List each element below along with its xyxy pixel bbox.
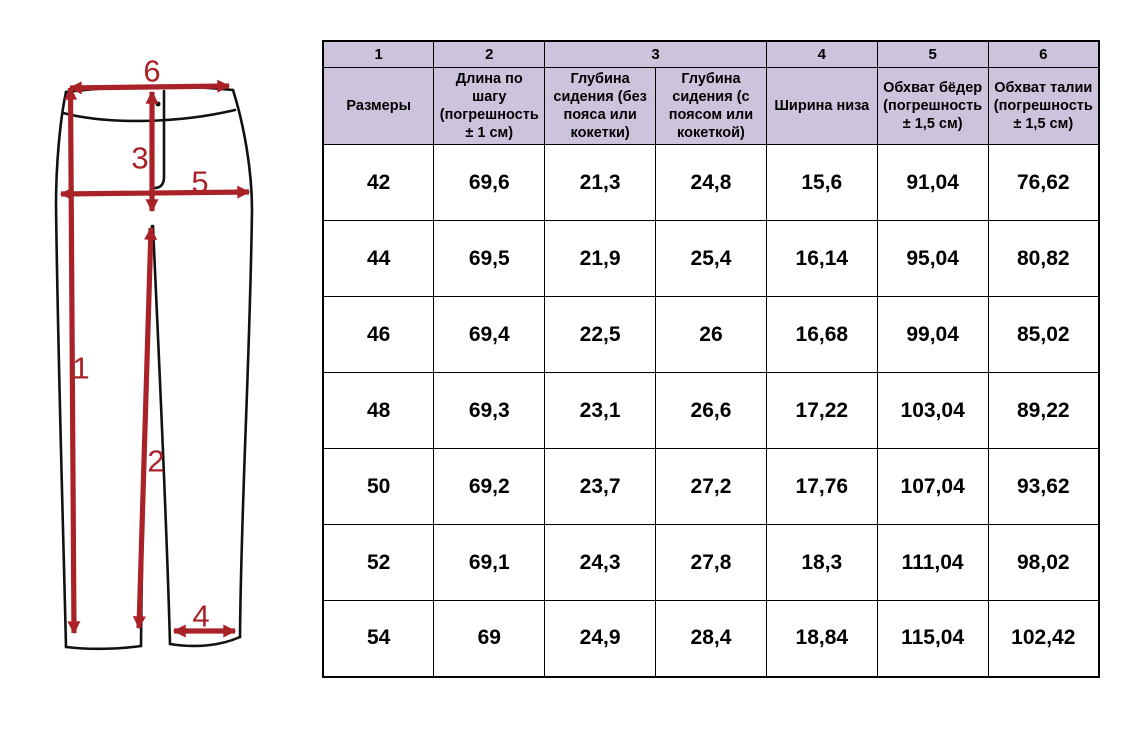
col-number-1: 1 — [322, 40, 435, 68]
measurement-cell: 102,42 — [987, 600, 1100, 677]
table-row: 46 69,4 22,5 26 16,68 99,04 85,02 — [322, 296, 1100, 373]
size-cell: 44 — [322, 220, 435, 297]
table-row: 52 69,1 24,3 27,8 18,3 111,04 98,02 — [322, 524, 1100, 601]
col-number-4: 4 — [765, 40, 878, 68]
table-row: 48 69,3 23,1 26,6 17,22 103,04 89,22 — [322, 372, 1100, 449]
measurement-cell: 16,68 — [765, 296, 878, 373]
measurement-cell: 98,02 — [987, 524, 1100, 601]
measure-arrow-5 — [59, 185, 251, 201]
size-table: 1 2 3 4 5 6 Размеры Длина по шагу (погре… — [322, 40, 1100, 678]
measurement-cell: 23,7 — [544, 448, 657, 525]
measurement-cell: 24,8 — [655, 144, 767, 221]
measure-arrow-2 — [132, 226, 158, 630]
col-number-6: 6 — [987, 40, 1100, 68]
measurement-cell: 69,2 — [433, 448, 546, 525]
measurement-cell: 69,5 — [433, 220, 546, 297]
measurement-cell: 23,1 — [544, 372, 657, 449]
header-sizes: Размеры — [322, 66, 435, 145]
measure-label-3: 3 — [131, 140, 149, 176]
measurement-cell: 111,04 — [876, 524, 989, 601]
measure-label-5: 5 — [191, 164, 209, 200]
measurement-cell: 103,04 — [876, 372, 989, 449]
measurement-cell: 91,04 — [876, 144, 989, 221]
col-number-2: 2 — [433, 40, 546, 68]
column-header-row: Размеры Длина по шагу (погрешность ± 1 с… — [322, 66, 1100, 145]
measurement-cell: 115,04 — [876, 600, 989, 677]
measurement-cell: 107,04 — [876, 448, 989, 525]
measure-arrow-1 — [64, 86, 81, 635]
size-table-body: 42 69,6 21,3 24,8 15,6 91,04 76,62 44 69,5 21,9 25… — [322, 144, 1100, 677]
col-number-5: 5 — [876, 40, 989, 68]
measurement-cell: 28,4 — [655, 600, 767, 677]
measurement-cell: 25,4 — [655, 220, 767, 297]
measurement-cell: 27,2 — [655, 448, 767, 525]
measurement-cell: 99,04 — [876, 296, 989, 373]
measurement-cell: 80,82 — [987, 220, 1100, 297]
measurement-cell: 85,02 — [987, 296, 1100, 373]
table-row: 54 69 24,9 28,4 18,84 115,04 102,42 — [322, 600, 1100, 677]
header-hem-width: Ширина низа — [765, 66, 878, 145]
measure-label-2: 2 — [147, 443, 165, 479]
measurement-cell: 21,9 — [544, 220, 657, 297]
measurement-cell: 22,5 — [544, 296, 657, 373]
measurement-cell: 69,4 — [433, 296, 546, 373]
measurement-cell: 17,76 — [765, 448, 878, 525]
measurement-cell: 24,9 — [544, 600, 657, 677]
measurement-cell: 69,6 — [433, 144, 546, 221]
size-cell: 42 — [322, 144, 435, 221]
measurement-cell: 18,3 — [765, 524, 878, 601]
waist-button — [155, 101, 161, 107]
measurement-cell: 69,1 — [433, 524, 546, 601]
header-rise-no-belt: Глубина сидения (без пояса или кокетки) — [544, 66, 657, 145]
measure-label-4: 4 — [192, 598, 210, 634]
measurement-cell: 15,6 — [765, 144, 878, 221]
measurement-cell: 17,22 — [765, 372, 878, 449]
size-cell: 50 — [322, 448, 435, 525]
measurement-cell: 26,6 — [655, 372, 767, 449]
column-number-row: 1 2 3 4 5 6 — [322, 40, 1100, 68]
measure-arrow-6 — [68, 79, 231, 95]
measurement-cell: 26 — [655, 296, 767, 373]
measurement-cell: 89,22 — [987, 372, 1100, 449]
measurement-cell: 69,3 — [433, 372, 546, 449]
header-inseam-length: Длина по шагу (погрешность ± 1 см) — [433, 66, 546, 145]
table-row: 50 69,2 23,7 27,2 17,76 107,04 93,62 — [322, 448, 1100, 525]
measurement-arrows — [59, 79, 251, 638]
pants-measurement-diagram: 1 2 3 4 5 6 — [0, 0, 320, 734]
size-cell: 52 — [322, 524, 435, 601]
measurement-cell: 76,62 — [987, 144, 1100, 221]
measurement-cell: 93,62 — [987, 448, 1100, 525]
measurement-cell: 18,84 — [765, 600, 878, 677]
size-cell: 48 — [322, 372, 435, 449]
measure-label-6: 6 — [143, 53, 161, 89]
col-number-3: 3 — [544, 40, 767, 68]
measure-label-1: 1 — [72, 350, 90, 386]
pants-drawing — [54, 79, 254, 651]
measurement-cell: 16,14 — [765, 220, 878, 297]
header-hip-girth: Обхват бёдер (погрешность ± 1,5 см) — [876, 66, 989, 145]
header-waist-girth: Обхват талии (погрешность ± 1,5 см) — [987, 66, 1100, 145]
table-row: 42 69,6 21,3 24,8 15,6 91,04 76,62 — [322, 144, 1100, 221]
measurement-cell: 24,3 — [544, 524, 657, 601]
header-rise-with-belt: Глубина сидения (с поясом или кокеткой) — [655, 66, 767, 145]
measurement-cell: 21,3 — [544, 144, 657, 221]
measurement-cell: 69 — [433, 600, 546, 677]
measurement-cell: 27,8 — [655, 524, 767, 601]
size-cell: 46 — [322, 296, 435, 373]
size-cell: 54 — [322, 600, 435, 677]
measurement-cell: 95,04 — [876, 220, 989, 297]
table-row: 44 69,5 21,9 25,4 16,14 95,04 80,82 — [322, 220, 1100, 297]
